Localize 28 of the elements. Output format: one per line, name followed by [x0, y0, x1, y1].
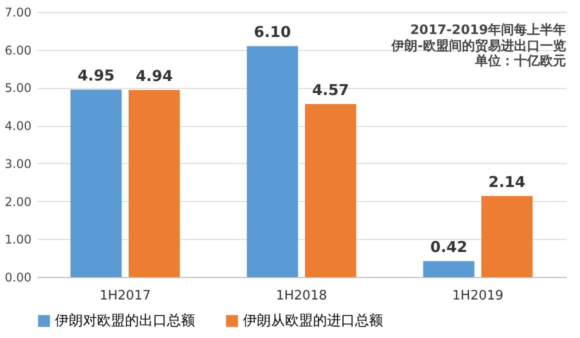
y-tick-label: 4.00 [4, 119, 32, 134]
y-tick-label: 6.00 [4, 43, 32, 58]
y-tick-label: 2.00 [4, 194, 32, 209]
bar [481, 196, 532, 277]
data-label: 4.95 [78, 66, 115, 85]
bar [304, 104, 356, 277]
y-tick-label: 0.00 [4, 270, 32, 284]
bar [70, 90, 122, 277]
bar [423, 261, 474, 277]
text: 伊朗-欧盟间的贸易进出口一览 [390, 38, 566, 54]
y-tick-label: 3.00 [4, 156, 32, 171]
data-label: 6.10 [254, 23, 291, 42]
data-label: 0.42 [430, 238, 468, 256]
y-tick-label: 1.00 [4, 232, 32, 247]
x-tick-label: 1H2019 [452, 288, 504, 304]
annotation: 单位：十亿欧元 [474, 53, 566, 69]
legend-label: 伊朗从欧盟的进口总额 [243, 313, 383, 329]
text: 2017-2019年间每上半年 [410, 23, 566, 38]
y-tick-label: 7.00 [4, 6, 32, 20]
y-tick-label: 5.00 [4, 81, 32, 96]
bar [128, 90, 180, 277]
x-tick-label: 1H2018 [276, 288, 328, 304]
legend-label: 伊朗对欧盟的出口总额 [55, 313, 195, 329]
x-tick-label: 1H2017 [100, 288, 151, 304]
data-label: 2.14 [488, 172, 526, 191]
data-label: 4.94 [136, 66, 173, 85]
data-label: 4.57 [312, 80, 350, 99]
bar [246, 46, 298, 277]
